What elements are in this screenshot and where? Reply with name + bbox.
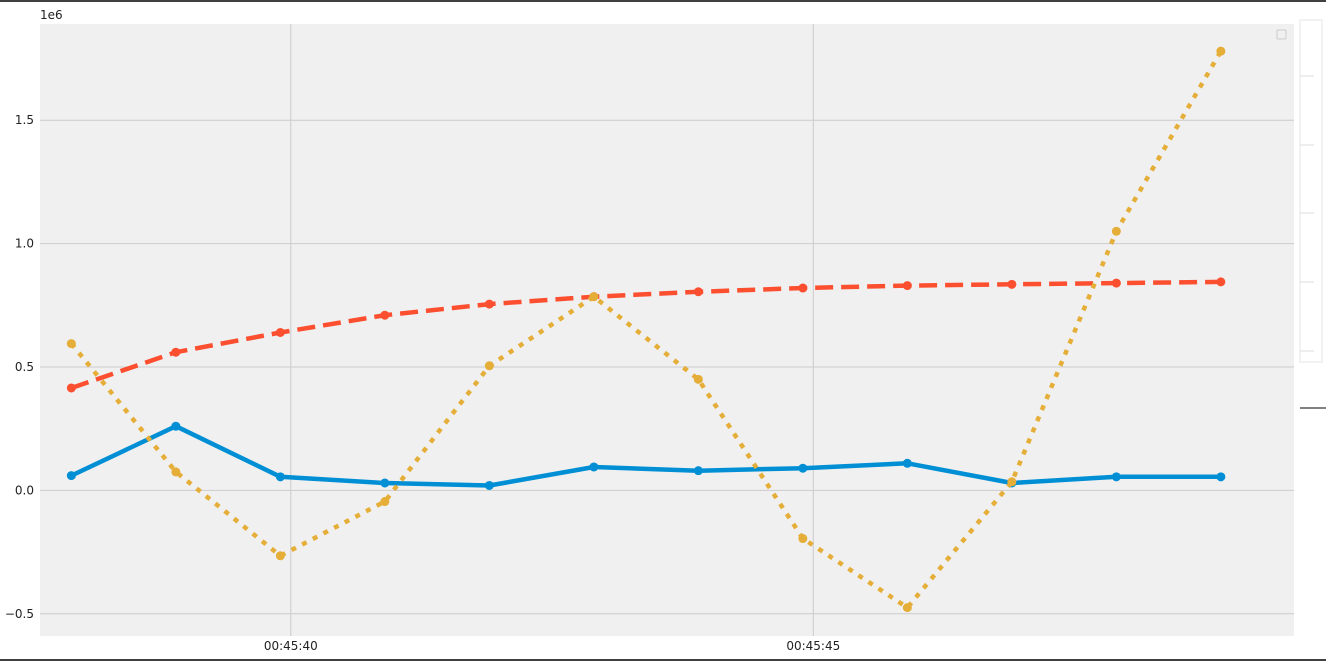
side-panel-ticks xyxy=(1300,75,1314,352)
y-offset-label: 1e6 xyxy=(40,8,63,22)
x-axis-ticks: 00:45:40 00:45:45 xyxy=(264,639,840,653)
series-3-point xyxy=(589,292,599,302)
plot-area xyxy=(40,24,1294,636)
series-3-point xyxy=(693,374,703,384)
series-3-point xyxy=(275,551,285,561)
series-3 xyxy=(66,46,1226,613)
series-1-point xyxy=(693,466,703,476)
y-tick-label: 0.0 xyxy=(15,483,34,497)
y-tick-label: 1.0 xyxy=(15,237,34,251)
series-3-point xyxy=(1111,226,1121,236)
series-3-point xyxy=(1007,477,1017,487)
series-3-point xyxy=(66,339,76,349)
series-1-point xyxy=(66,471,76,481)
series-2-line xyxy=(70,279,1221,391)
series-2-point xyxy=(1216,277,1226,287)
y-tick-label: −0.5 xyxy=(5,607,34,621)
series-2-point xyxy=(275,327,285,337)
series-2-point xyxy=(1007,279,1017,289)
series-3-point xyxy=(1216,46,1226,56)
series-1-point xyxy=(1216,472,1226,482)
series-group xyxy=(66,46,1226,613)
series-2-point xyxy=(902,281,912,291)
series-2-point xyxy=(798,283,808,293)
series-1-point xyxy=(484,480,494,490)
series-1-point xyxy=(798,463,808,473)
series-3-line xyxy=(69,49,1223,610)
series-1-line xyxy=(70,423,1221,488)
series-1-point xyxy=(1111,472,1121,482)
series-2-point xyxy=(171,347,181,357)
series-1-point xyxy=(380,478,390,488)
series-2-point xyxy=(484,299,494,309)
series-2-point xyxy=(693,287,703,297)
y-tick-label: 1.5 xyxy=(15,113,34,127)
series-1-point xyxy=(589,462,599,472)
series-3-point xyxy=(798,534,808,544)
series-3-point xyxy=(380,497,390,507)
series-3-point xyxy=(484,361,494,371)
series-3-point xyxy=(171,467,181,477)
series-2-point xyxy=(1111,278,1121,288)
legend-box[interactable] xyxy=(1276,29,1287,40)
x-tick-label: 00:45:45 xyxy=(786,639,840,653)
series-1-point xyxy=(275,472,285,482)
series-3-point xyxy=(902,603,912,613)
series-1-point xyxy=(902,458,912,468)
series-2-point xyxy=(380,310,390,320)
y-axis-ticks: −0.5 0.0 0.5 1.0 1.5 xyxy=(5,113,34,621)
y-tick-label: 0.5 xyxy=(15,360,34,374)
x-tick-label: 00:45:40 xyxy=(264,639,318,653)
series-1-point xyxy=(171,421,181,431)
series-2-point xyxy=(66,383,76,393)
side-panel-inner xyxy=(1299,19,1323,363)
series-1 xyxy=(66,421,1226,490)
grid-lines xyxy=(40,24,1294,636)
